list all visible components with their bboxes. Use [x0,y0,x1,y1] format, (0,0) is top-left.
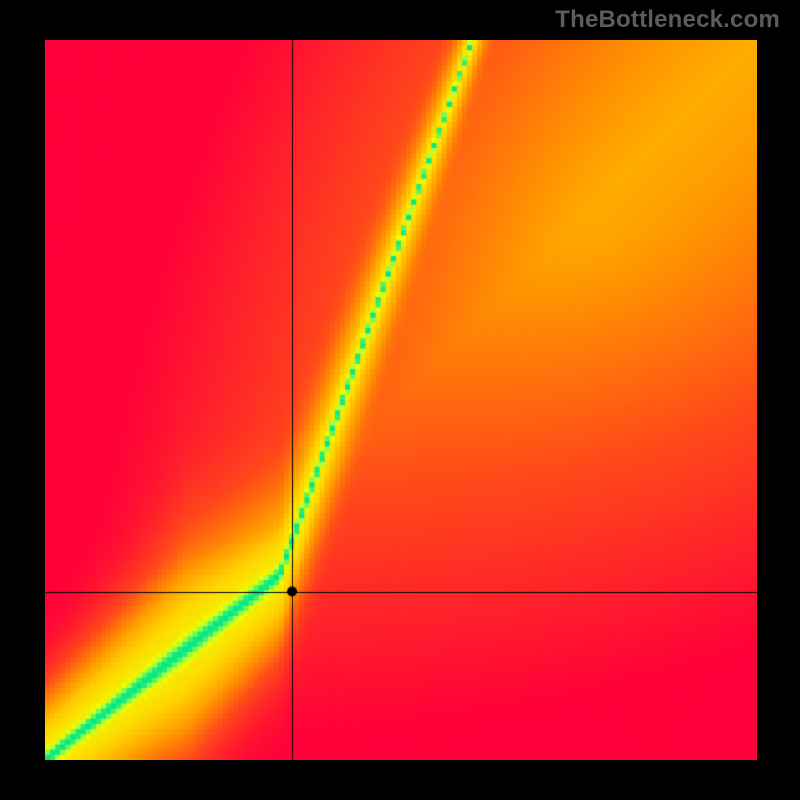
bottleneck-heatmap [45,40,757,760]
watermark-text: TheBottleneck.com [555,6,780,34]
chart-container: TheBottleneck.com [0,0,800,800]
